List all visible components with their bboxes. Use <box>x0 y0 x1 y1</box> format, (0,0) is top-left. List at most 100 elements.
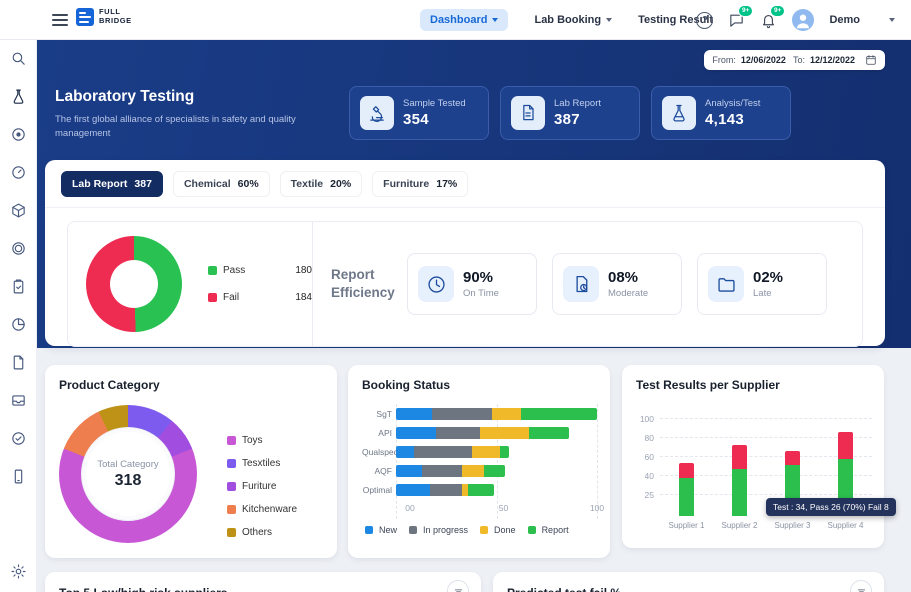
clock-icon <box>418 266 454 302</box>
user-menu-chevron[interactable] <box>889 18 895 22</box>
fail-segment <box>679 462 694 478</box>
supplier-results-card: Test Results per Supplier 100 80 60 40 25 Su… <box>622 365 896 548</box>
stacked-bar[interactable] <box>396 408 597 420</box>
product-category-donut-chart[interactable]: Total Category 318 <box>59 405 197 543</box>
nav-lab-booking[interactable]: Lab Booking <box>534 14 613 26</box>
efficiency-on-time[interactable]: 90% On Time <box>407 253 537 315</box>
bar-segment <box>396 446 415 458</box>
document-icon[interactable] <box>10 354 27 371</box>
card-title: Top 5 Low/high risk suppliers <box>45 572 481 592</box>
stat-cards: Sample Tested 354 Lab Report 387 Analysi… <box>349 86 791 140</box>
booking-row: AQF <box>362 465 597 477</box>
efficiency-moderate[interactable]: 08% Moderate <box>552 253 682 315</box>
flask-icon[interactable] <box>10 88 27 105</box>
notifications-button[interactable]: 9+ <box>760 4 786 29</box>
page-title: Laboratory Testing <box>55 88 195 105</box>
user-name: Demo <box>829 14 860 26</box>
bar-segment <box>484 465 505 477</box>
stat-value: 4,143 <box>705 111 745 128</box>
check-circle-icon[interactable] <box>10 430 27 447</box>
card-title: Test Results per Supplier <box>636 378 780 392</box>
efficiency-cards: 90% On Time 08% Moderate 02% Late <box>407 253 827 315</box>
logo-line1: FULL <box>99 7 121 17</box>
category-label: Supplier 2 <box>721 521 758 530</box>
stacked-column[interactable] <box>679 462 694 516</box>
bar-segment <box>396 427 437 439</box>
donut-center-label: Total Category <box>97 458 159 470</box>
legend-item: Tesxtiles <box>227 458 297 469</box>
target-icon[interactable] <box>10 240 27 257</box>
record-icon[interactable] <box>10 126 27 143</box>
mobile-icon[interactable] <box>10 468 27 485</box>
lab-report-card: Lab Report 387 Chemical 60% Textile 20% … <box>45 160 885 347</box>
efficiency-late[interactable]: 02% Late <box>697 253 827 315</box>
gear-icon[interactable] <box>10 563 27 580</box>
inbox-icon[interactable] <box>10 392 27 409</box>
gauge-icon[interactable] <box>10 164 27 181</box>
bar-segment <box>492 408 521 420</box>
booking-status-card: Booking Status SgT API Qualspec AQF Optimal … <box>348 365 610 558</box>
nav-testing-result[interactable]: Testing Result <box>638 14 713 26</box>
date-from-value: 12/06/2022 <box>740 55 786 65</box>
x-tick-label: 00 <box>405 503 415 513</box>
tab-furniture[interactable]: Furniture 17% <box>372 171 469 197</box>
avatar[interactable] <box>792 9 815 31</box>
logo[interactable]: FULL BRIDGE <box>76 8 132 26</box>
microscope-icon <box>360 96 394 130</box>
calendar-icon <box>866 55 876 65</box>
date-from-label: From: <box>712 55 736 65</box>
package-icon[interactable] <box>10 202 27 219</box>
efficiency-sublabel: Late <box>753 288 772 299</box>
category-label: Optimal <box>362 485 392 495</box>
stacked-bar[interactable] <box>396 484 495 496</box>
tab-badge: 60% <box>237 178 259 190</box>
stacked-bar[interactable] <box>396 427 569 439</box>
category-label: API <box>378 428 392 438</box>
efficiency-value: 90% <box>463 269 494 286</box>
donut-center-value: 318 <box>114 471 142 489</box>
nav-label: Testing Result <box>638 14 714 26</box>
top-bar: FULL BRIDGE Dashboard Lab Booking Testin… <box>0 0 911 40</box>
main-nav: Dashboard Lab Booking Testing Result <box>420 0 713 40</box>
card-title: Booking Status <box>362 378 451 392</box>
date-range-picker[interactable]: From: 12/06/2022 To: 12/12/2022 <box>704 50 885 70</box>
stat-analysis-test[interactable]: Analysis/Test 4,143 <box>651 86 791 140</box>
stacked-bar[interactable] <box>396 446 509 458</box>
bar-segment <box>396 484 431 496</box>
messages-badge: 9+ <box>738 4 754 17</box>
stat-label: Analysis/Test <box>705 98 761 109</box>
nav-dashboard[interactable]: Dashboard <box>420 9 509 31</box>
pass-fail-donut-chart <box>68 236 198 332</box>
stat-lab-report[interactable]: Lab Report 387 <box>500 86 640 140</box>
booking-status-legend: New In progress Done Report <box>365 525 610 535</box>
clipboard-check-icon[interactable] <box>10 278 27 295</box>
tab-badge: 20% <box>330 178 352 190</box>
help-icon[interactable]: ? <box>696 11 714 29</box>
tab-badge: 387 <box>134 178 152 190</box>
y-tick-label: 100 <box>639 414 654 424</box>
stacked-column[interactable] <box>732 444 747 516</box>
bar-segment <box>396 408 433 420</box>
stat-sample-tested[interactable]: Sample Tested 354 <box>349 86 489 140</box>
pie-chart-icon[interactable] <box>10 316 27 333</box>
booking-row: API <box>362 427 597 439</box>
donut-chart[interactable] <box>86 236 182 332</box>
card-title: Predicted test fail % <box>493 572 884 592</box>
legend-item: In progress <box>409 525 468 535</box>
fail-segment <box>785 451 800 465</box>
x-tick-label: 100 <box>589 503 605 513</box>
divider <box>312 222 313 346</box>
tab-lab-report[interactable]: Lab Report 387 <box>61 171 163 197</box>
menu-icon[interactable] <box>52 14 68 29</box>
bar-segment <box>500 446 509 458</box>
tab-textile[interactable]: Textile 20% <box>279 171 363 197</box>
tab-chemical[interactable]: Chemical 60% <box>172 171 270 197</box>
date-to-label: To: <box>792 55 805 65</box>
efficiency-value: 08% <box>608 269 639 286</box>
search-icon[interactable] <box>10 50 27 67</box>
stacked-bar[interactable] <box>396 465 505 477</box>
legend-item: Furiture <box>227 481 297 492</box>
bar-segment <box>462 465 485 477</box>
messages-button[interactable]: 9+ <box>728 4 754 29</box>
